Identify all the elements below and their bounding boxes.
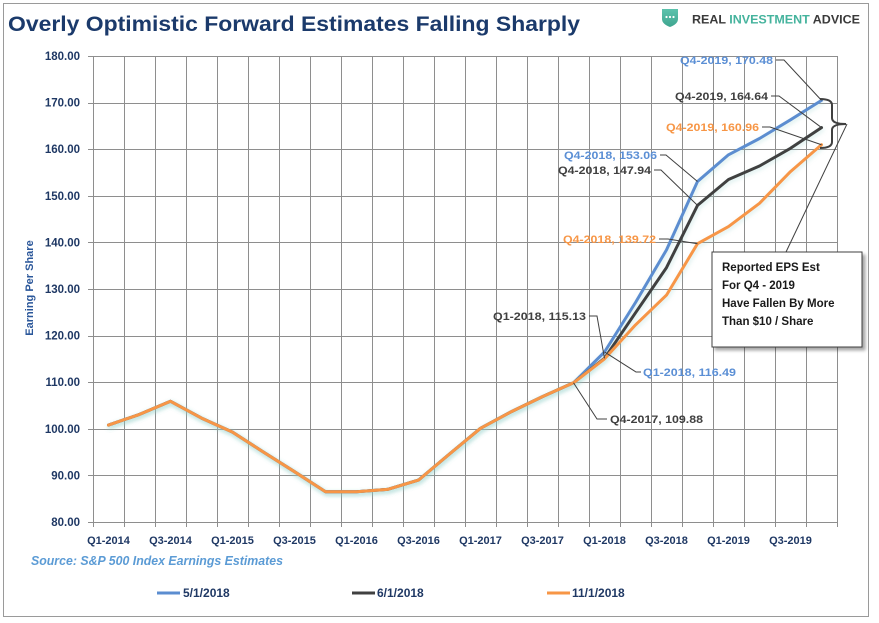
x-tick-label: Q3-2014 bbox=[149, 535, 193, 547]
logo: REAL INVESTMENT ADVICE bbox=[662, 9, 860, 27]
logo-word-investment: INVESTMENT bbox=[729, 13, 810, 27]
y-axis-ticks: 80.00 90.00 100.00 110.00 120.00 130.00 140.00… bbox=[45, 51, 80, 529]
data-label-leader bbox=[589, 315, 605, 359]
data-label: Q1-2018, 115.13 bbox=[493, 311, 586, 323]
shield-chat-icon bbox=[662, 9, 678, 27]
x-tick-label: Q1-2015 bbox=[211, 535, 254, 547]
gridlines bbox=[88, 56, 838, 527]
callout-line-1: Reported EPS Est bbox=[722, 262, 820, 274]
x-tick-label: Q3-2015 bbox=[273, 535, 316, 547]
x-tick-label: Q3-2018 bbox=[645, 535, 688, 547]
callout-line-2: For Q4 - 2019 bbox=[722, 280, 795, 292]
y-tick-label: 130.00 bbox=[45, 284, 80, 296]
x-tick-label: Q1-2017 bbox=[459, 535, 502, 547]
data-label-leader bbox=[654, 169, 698, 206]
y-tick-label: 160.00 bbox=[45, 144, 80, 156]
x-tick-label: Q3-2017 bbox=[521, 535, 564, 547]
callout-connector bbox=[785, 123, 848, 253]
brace-bracket bbox=[819, 98, 847, 149]
data-label-leader bbox=[659, 238, 698, 245]
legend-label: 6/1/2018 bbox=[377, 586, 424, 600]
data-label-leader bbox=[573, 382, 607, 420]
data-label-leader bbox=[771, 95, 822, 128]
legend-label: 5/1/2018 bbox=[183, 586, 230, 600]
x-tick-label: Q1-2014 bbox=[87, 535, 131, 547]
data-label: Q4-2018, 147.94 bbox=[558, 165, 652, 177]
callout-line-4: Than $10 / Share bbox=[722, 316, 813, 328]
data-label-leader bbox=[776, 59, 822, 101]
x-tick-label: Q1-2018 bbox=[583, 535, 626, 547]
legend-item-6-1-2018: 6/1/2018 bbox=[352, 586, 424, 600]
data-label: Q4-2017, 109.88 bbox=[610, 414, 703, 426]
y-tick-label: 180.00 bbox=[45, 51, 80, 63]
x-tick-label: Q3-2016 bbox=[397, 535, 440, 547]
x-tick-label: Q1-2019 bbox=[707, 535, 750, 547]
legend-item-11-1-2018: 11/1/2018 bbox=[547, 586, 625, 600]
source-note: Source: S&P 500 Index Earnings Estimates bbox=[31, 554, 283, 568]
data-label-leader bbox=[660, 154, 698, 182]
logo-wordmark: REAL INVESTMENT ADVICE bbox=[692, 13, 860, 27]
data-labels: Q4-2019, 170.48 Q4-2019, 164.64 Q4-2019, 1… bbox=[493, 55, 822, 426]
y-tick-label: 120.00 bbox=[45, 331, 80, 343]
x-tick-label: Q1-2016 bbox=[335, 535, 378, 547]
y-tick-label: 150.00 bbox=[45, 191, 80, 203]
y-tick-label: 140.00 bbox=[45, 237, 80, 249]
data-label: Q4-2019, 170.48 bbox=[680, 55, 773, 67]
data-label-leader bbox=[762, 126, 822, 146]
chart-title: Overly Optimistic Forward Estimates Fall… bbox=[8, 13, 580, 36]
legend-label: 11/1/2018 bbox=[572, 586, 625, 600]
y-tick-label: 90.00 bbox=[51, 470, 80, 482]
logo-word-advice: ADVICE bbox=[813, 13, 860, 27]
data-label: Q1-2018, 116.49 bbox=[643, 367, 736, 379]
y-tick-label: 80.00 bbox=[51, 517, 80, 529]
legend-item-5-1-2018: 5/1/2018 bbox=[157, 586, 230, 600]
callout-line-3: Have Fallen By More bbox=[722, 298, 834, 310]
x-axis-ticks: Q1-2014 Q3-2014 Q1-2015 Q3-2015 Q1-2016 Q3-20… bbox=[87, 535, 812, 547]
logo-word-real: REAL bbox=[692, 13, 726, 27]
x-tick-label: Q3-2019 bbox=[769, 535, 812, 547]
chart-border bbox=[3, 3, 869, 617]
callout-box bbox=[711, 251, 863, 348]
series-lines bbox=[107, 98, 823, 494]
y-tick-label: 100.00 bbox=[45, 424, 80, 436]
callout: Reported EPS Est For Q4 - 2019 Have Fall… bbox=[711, 98, 863, 348]
series-line-11-1-2018 bbox=[107, 143, 823, 494]
legend: 5/1/2018 6/1/2018 11/1/2018 bbox=[157, 586, 625, 600]
y-axis-title: Earning Per Share bbox=[24, 240, 36, 335]
data-label: Q4-2018, 139.72 bbox=[563, 234, 656, 246]
y-tick-label: 170.00 bbox=[45, 98, 80, 110]
data-label: Q4-2018, 153.06 bbox=[564, 150, 657, 162]
data-label-leader bbox=[604, 351, 641, 373]
data-label: Q4-2019, 160.96 bbox=[666, 122, 759, 134]
y-tick-label: 110.00 bbox=[45, 377, 80, 389]
data-label: Q4-2019, 164.64 bbox=[675, 91, 769, 103]
